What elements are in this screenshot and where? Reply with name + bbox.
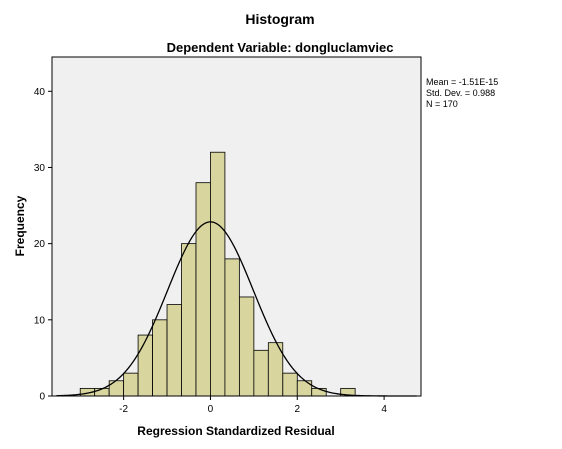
histogram-bar [166, 304, 182, 397]
histogram-bar [296, 380, 313, 397]
y-axis: 0 10 20 30 40 [34, 87, 52, 403]
bars-group [79, 151, 356, 397]
x-axis: -2 0 2 4 [119, 396, 387, 415]
stats-n: N = 170 [426, 99, 458, 109]
histogram-bar [123, 372, 139, 397]
y-tick-label: 10 [34, 315, 46, 326]
y-axis-label: Frequency [13, 195, 27, 256]
x-tick-label: -2 [119, 404, 128, 415]
chart-subtitle: Dependent Variable: dongluclamviec [167, 40, 394, 55]
normal-curve [56, 221, 417, 397]
histogram-bar [195, 182, 211, 397]
stats-box: Mean = -1.51E-15 Std. Dev. = 0.988 N = 1… [426, 77, 498, 109]
x-tick-label: 2 [294, 404, 300, 415]
x-tick-label: 0 [208, 404, 214, 415]
chart-title: Histogram [245, 11, 314, 27]
histogram-bar [181, 243, 197, 397]
histogram-bar [108, 380, 125, 397]
y-tick-label: 30 [34, 163, 46, 174]
histogram-bar [239, 296, 255, 397]
stats-mean: Mean = -1.51E-15 [426, 77, 498, 87]
histogram-bar [282, 372, 298, 397]
plot-border [51, 56, 422, 397]
histogram-bar [253, 349, 269, 397]
histogram-bar [137, 334, 153, 397]
y-tick-label: 40 [34, 87, 46, 98]
y-tick-label: 20 [34, 239, 46, 250]
y-tick-label: 0 [39, 392, 45, 403]
histogram-bar [210, 151, 226, 397]
histogram-bar [224, 258, 240, 397]
x-tick-label: 4 [381, 404, 387, 415]
stats-std-dev: Std. Dev. = 0.988 [426, 88, 495, 98]
histogram-bar [152, 319, 168, 397]
x-axis-label: Regression Standardized Residual [137, 424, 334, 438]
